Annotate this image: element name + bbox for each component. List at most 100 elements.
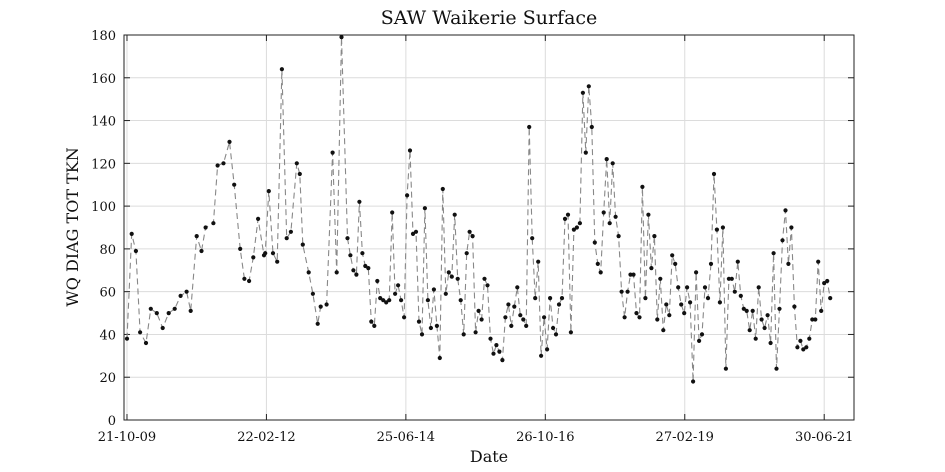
data-point [816, 259, 821, 264]
data-point [416, 319, 422, 324]
data-point [649, 266, 654, 271]
data-point [801, 347, 806, 352]
data-point [539, 353, 544, 358]
data-point [723, 366, 729, 371]
data-point [372, 323, 377, 328]
data-point [556, 302, 562, 307]
data-point [345, 236, 350, 241]
data-point [655, 317, 660, 322]
data-point [828, 296, 833, 301]
data-point [714, 227, 720, 232]
data-point [369, 319, 374, 324]
data-point [405, 193, 410, 198]
data-point [735, 259, 740, 264]
data-point [497, 349, 502, 354]
data-point [194, 234, 199, 239]
y-tick-label: 120 [91, 157, 116, 172]
data-point [747, 328, 752, 333]
y-tick-label: 80 [99, 243, 116, 258]
data-point [407, 148, 413, 153]
data-point [658, 276, 663, 281]
data-point [688, 300, 693, 305]
data-point [284, 236, 289, 241]
data-point [387, 298, 392, 303]
y-tick-label: 60 [99, 286, 116, 301]
data-point [461, 332, 466, 337]
data-point [807, 336, 812, 341]
data-point [148, 306, 153, 311]
data-point [160, 325, 165, 331]
data-point [545, 347, 550, 352]
x-axis-label: Date [470, 447, 508, 466]
data-point [744, 308, 749, 313]
data-point [467, 229, 472, 234]
data-point [375, 278, 380, 284]
x-tick-label: 27-02-19 [656, 430, 714, 445]
data-point [449, 274, 454, 279]
data-point [562, 216, 568, 221]
data-point [616, 234, 621, 239]
data-point [410, 231, 416, 236]
data-point [396, 283, 401, 288]
data-point [211, 221, 216, 226]
data-point [399, 298, 404, 303]
data-point [339, 35, 344, 40]
y-axis-label: WQ DIAG TOT TKN [63, 147, 82, 306]
y-tick-label: 100 [91, 200, 116, 215]
data-point [166, 311, 171, 316]
y-axis: 0 20 40 60 80 100 120 140 160 180 [91, 29, 854, 429]
data-point [491, 351, 496, 356]
data-point [804, 345, 809, 350]
data-point [518, 313, 523, 318]
data-point [568, 330, 574, 335]
data-point [759, 317, 764, 322]
data-point [440, 186, 445, 192]
data-point [251, 255, 256, 260]
data-point [384, 300, 389, 305]
data-point [619, 289, 624, 294]
data-point [670, 253, 675, 258]
data-point [542, 315, 547, 320]
data-point [178, 293, 183, 298]
data-point [482, 276, 487, 281]
data-point [297, 171, 302, 177]
data-point [768, 340, 773, 346]
data-point [777, 306, 782, 311]
data-point [521, 317, 526, 322]
data-point [822, 281, 827, 286]
data-point [646, 212, 651, 217]
data-point [702, 285, 708, 290]
x-tick-label: 25-06-14 [377, 430, 435, 445]
data-point [443, 291, 448, 296]
data-point [425, 298, 430, 303]
data-point [708, 261, 714, 266]
data-point [232, 182, 237, 187]
data-point [270, 251, 276, 256]
data-point [533, 296, 538, 301]
data-point [378, 296, 383, 301]
data-point [798, 338, 803, 343]
data-point [661, 328, 666, 333]
plot-area [123, 34, 855, 421]
data-point [437, 355, 442, 361]
data-point [334, 270, 339, 275]
data-point [357, 199, 362, 204]
y-tick-label: 180 [91, 29, 116, 44]
data-point [643, 296, 648, 301]
data-point [527, 124, 532, 130]
data-point [625, 289, 630, 294]
data-point [607, 221, 612, 226]
data-point [509, 323, 514, 328]
data-point [256, 216, 261, 221]
data-point [595, 261, 600, 266]
data-point [774, 366, 779, 371]
data-point [673, 261, 678, 266]
data-point [691, 379, 696, 384]
data-point [485, 283, 490, 288]
data-point [275, 259, 280, 264]
data-point [780, 238, 785, 243]
data-point [753, 336, 758, 341]
data-point [133, 248, 138, 254]
data-point [577, 221, 583, 226]
data-point [227, 139, 232, 144]
